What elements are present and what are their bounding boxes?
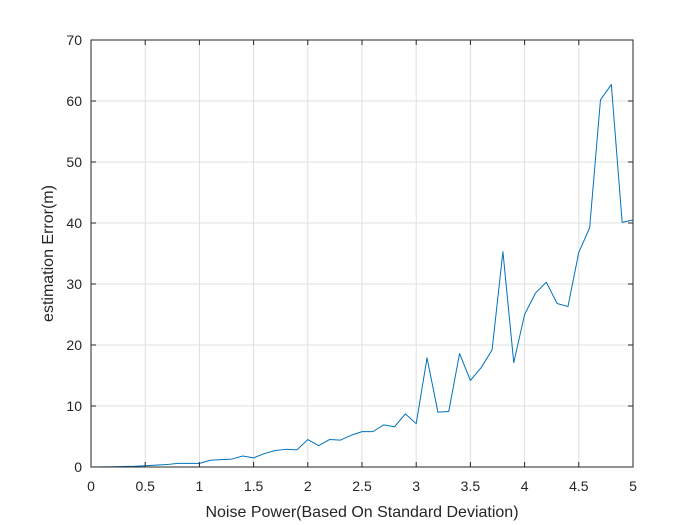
x-tick-label: 2.5 xyxy=(352,478,372,494)
y-tick-label: 50 xyxy=(66,154,82,170)
x-tick-label: 1 xyxy=(196,478,204,494)
x-tick-label: 5 xyxy=(629,478,637,494)
y-tick-label: 70 xyxy=(66,32,82,48)
series-layer xyxy=(90,84,634,468)
y-tick-label: 10 xyxy=(66,398,82,414)
x-tick-label: 2 xyxy=(304,478,312,494)
x-tick-label: 1.5 xyxy=(244,478,264,494)
y-tick-label: 30 xyxy=(66,276,82,292)
y-tick-label: 40 xyxy=(66,215,82,231)
x-tick-label: 3 xyxy=(412,478,420,494)
x-tick-label: 0.5 xyxy=(135,478,155,494)
x-tick-label: 0 xyxy=(87,478,95,494)
y-tick-label: 20 xyxy=(66,337,82,353)
x-tick-label: 4.5 xyxy=(569,478,589,494)
x-axis-label: Noise Power(Based On Standard Deviation) xyxy=(205,504,518,521)
series-line xyxy=(90,84,634,468)
x-tick-label: 3.5 xyxy=(461,478,481,494)
y-tick-label: 0 xyxy=(74,459,82,475)
y-axis-label: estimation Error(m) xyxy=(40,185,57,322)
grid xyxy=(91,40,633,467)
y-tick-label: 60 xyxy=(66,93,82,109)
x-tick-label: 4 xyxy=(521,478,529,494)
